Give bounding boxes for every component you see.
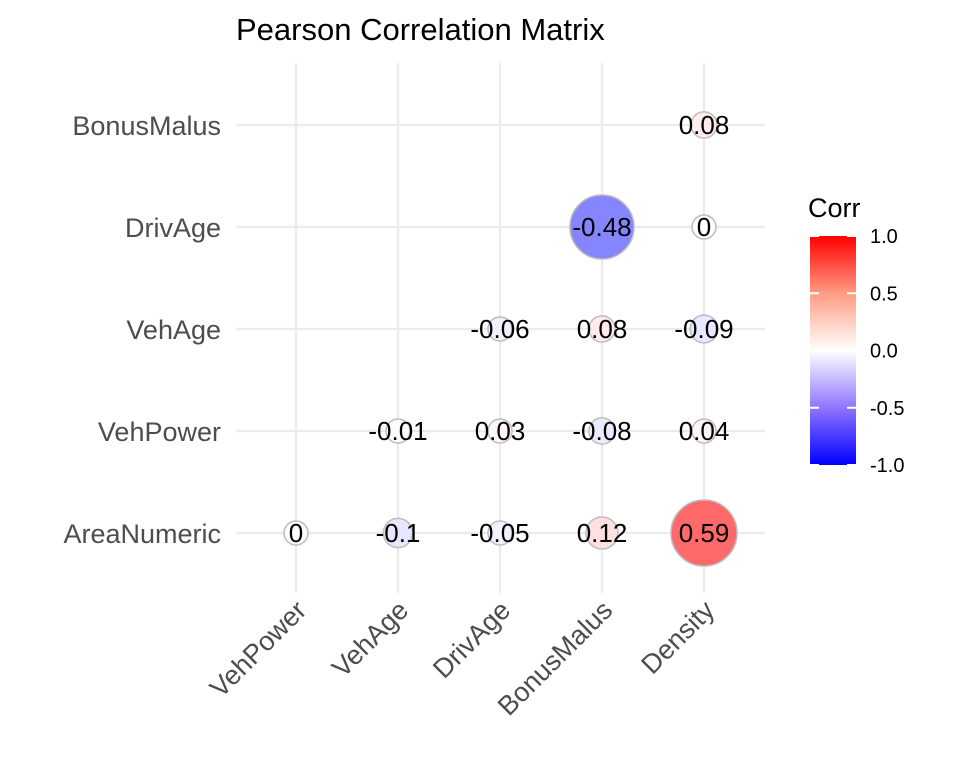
correlation-point [487, 418, 513, 444]
cells-layer: 0.08 -0.48 0 -0.06 0.08 -0.09 -0.01 0.03 -0.08 0.… [283, 110, 738, 567]
correlation-value-label: -0.08 [572, 416, 631, 446]
y-tick-label: VehPower [98, 417, 221, 447]
correlation-cell: 0 [691, 212, 717, 242]
legend-ticks: 1.0 0.5 0.0 -0.5 -1.0 [810, 226, 904, 477]
correlation-point [588, 417, 616, 445]
legend-tick-label: 0.5 [870, 283, 898, 305]
correlation-point [283, 520, 309, 546]
correlation-value-label: 0.08 [679, 110, 730, 140]
y-tick-label: DrivAge [125, 213, 221, 243]
correlation-point [385, 418, 411, 444]
correlation-value-label: -0.48 [572, 212, 631, 242]
correlation-point [588, 315, 616, 343]
legend: Corr 1.0 0.5 0.0 -0.5 -1.0 [808, 193, 904, 477]
x-tick-label: VehPower [204, 595, 312, 703]
correlation-value-label: -0.05 [470, 518, 529, 548]
y-axis-labels: AreaNumeric VehPower VehAge DrivAge BonusMal… [63, 111, 221, 549]
x-tick-label: DrivAge [427, 595, 516, 684]
correlation-value-label: 0.59 [679, 518, 730, 548]
correlation-value-label: 0.12 [577, 518, 628, 548]
y-tick-label: VehAge [126, 315, 221, 345]
correlation-value-label: -0.1 [376, 518, 421, 548]
correlation-point [670, 499, 738, 567]
correlation-point [487, 520, 513, 546]
legend-title: Corr [808, 193, 861, 223]
x-tick-label: VehAge [326, 595, 414, 683]
correlation-value-label: -0.06 [470, 314, 529, 344]
correlation-value-label: -0.09 [674, 314, 733, 344]
correlation-point [585, 516, 619, 550]
correlation-point [569, 194, 635, 260]
correlation-value-label: -0.01 [368, 416, 427, 446]
chart-title: Pearson Correlation Matrix [236, 12, 605, 47]
correlation-cell: 0.08 [679, 110, 730, 140]
legend-tick-label: -1.0 [870, 455, 904, 477]
correlation-cell: -0.01 [368, 416, 427, 446]
correlation-cell: -0.08 [572, 416, 631, 446]
y-tick-label: AreaNumeric [63, 519, 221, 549]
correlation-point [691, 418, 717, 444]
correlation-cell: 0.04 [679, 416, 730, 446]
correlation-value-label: 0.04 [679, 416, 730, 446]
legend-tick-label: 0.0 [870, 341, 898, 363]
correlation-cell: -0.09 [674, 314, 733, 344]
legend-tick-label: 1.0 [870, 226, 898, 248]
correlation-cell: 0 [283, 518, 309, 548]
correlation-cell: -0.1 [376, 517, 421, 549]
correlation-cell: -0.48 [569, 194, 635, 260]
correlation-cell: 0.03 [475, 416, 526, 446]
correlation-cell: 0.12 [577, 516, 628, 550]
correlation-value-label: 0 [289, 518, 303, 548]
correlation-value-label: 0.03 [475, 416, 526, 446]
correlation-point [691, 214, 717, 240]
y-tick-label: BonusMalus [72, 111, 221, 141]
correlation-cell: -0.05 [470, 518, 529, 548]
correlation-point [487, 316, 513, 342]
correlation-point [689, 314, 719, 344]
correlation-value-label: 0.08 [577, 314, 628, 344]
legend-tick-label: -0.5 [870, 398, 904, 420]
correlation-value-label: 0 [697, 212, 711, 242]
correlation-point [382, 517, 414, 549]
correlation-point [690, 111, 718, 139]
x-tick-label: Density [635, 595, 720, 680]
correlation-cell: 0.59 [670, 499, 738, 567]
correlation-cell: 0.08 [577, 314, 628, 344]
correlation-cell: -0.06 [470, 314, 529, 344]
